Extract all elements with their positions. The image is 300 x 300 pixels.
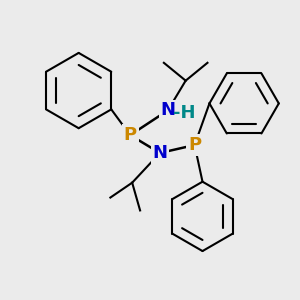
Text: -H: -H: [173, 104, 196, 122]
Text: P: P: [124, 126, 137, 144]
Text: N: N: [160, 101, 175, 119]
Text: P: P: [188, 136, 201, 154]
Text: N: N: [152, 144, 167, 162]
